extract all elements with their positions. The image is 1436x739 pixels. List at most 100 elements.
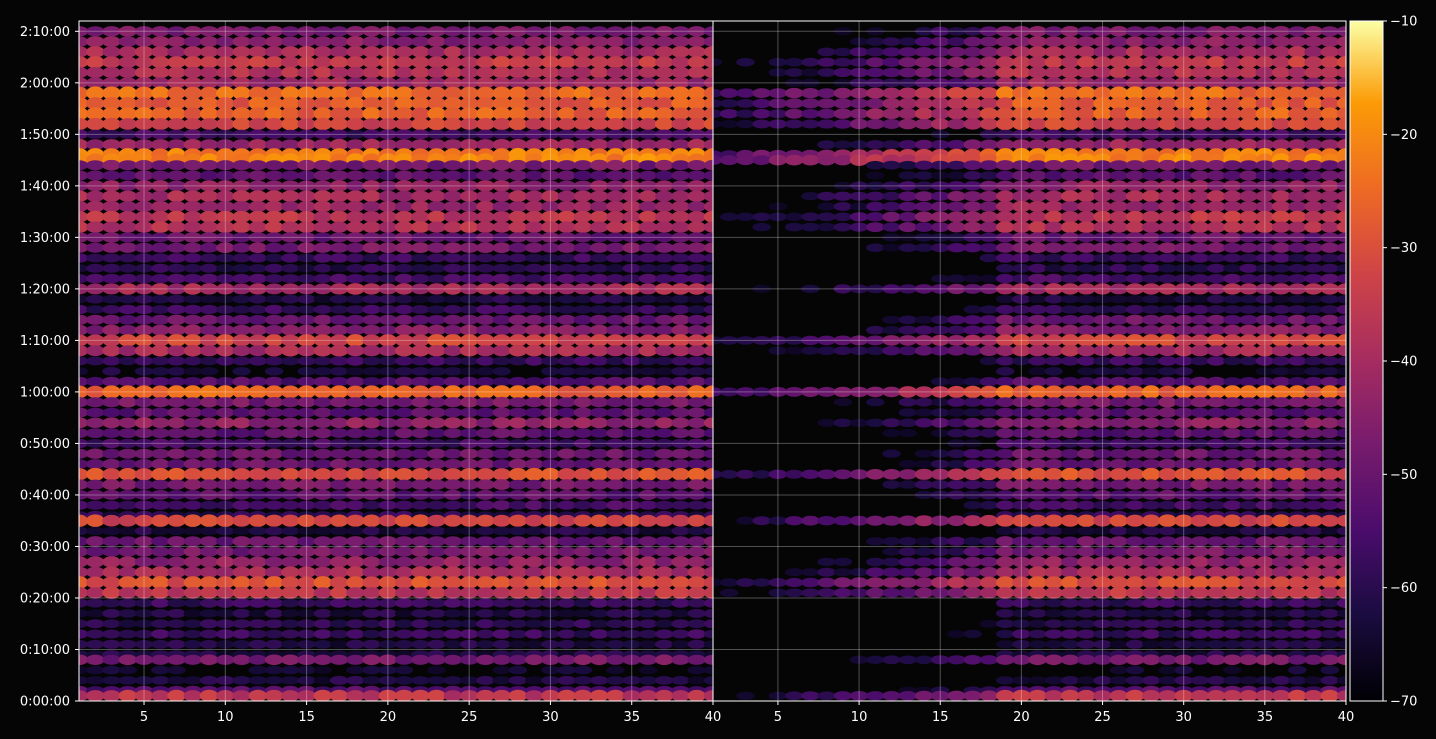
heatmap-cell-left — [86, 67, 105, 78]
heatmap-cell-left — [79, 397, 89, 408]
heatmap-cell-right — [866, 386, 885, 398]
heatmap-cell-left — [638, 56, 658, 69]
heatmap-cell-right — [1174, 566, 1193, 578]
heatmap-cell-left — [655, 129, 674, 140]
heatmap-cell-right — [1288, 221, 1307, 233]
heatmap-cell-left — [79, 417, 89, 429]
heatmap-cell-left — [638, 448, 658, 459]
heatmap-cell-right — [963, 211, 982, 223]
heatmap-cell-right — [736, 155, 755, 166]
heatmap-cell-left — [362, 160, 381, 171]
heatmap-cell-right — [1223, 690, 1242, 701]
heatmap-cell-right — [1239, 629, 1258, 639]
heatmap-cell-left — [134, 689, 154, 701]
heatmap-cell-left — [151, 598, 170, 608]
heatmap-cell-right — [1320, 468, 1340, 481]
heatmap-cell-right — [931, 408, 950, 417]
heatmap-cell-left — [541, 305, 560, 314]
heatmap-cell-left — [557, 26, 576, 37]
heatmap-cell-left — [443, 129, 463, 139]
heatmap-cell-left — [638, 315, 658, 325]
heatmap-cell-left — [79, 376, 89, 387]
right-gridlines — [713, 21, 1346, 701]
heatmap-cell-right — [1077, 242, 1096, 253]
heatmap-cell-left — [167, 676, 186, 685]
heatmap-cell-right — [931, 47, 950, 57]
heatmap-cell-right — [996, 263, 1015, 273]
heatmap-cell-right — [1207, 459, 1226, 469]
heatmap-cell-left — [232, 367, 251, 376]
heatmap-cell-right — [1223, 428, 1242, 439]
heatmap-cell-right — [1304, 201, 1323, 212]
heatmap-cell-left — [590, 407, 609, 418]
heatmap-cell-right — [882, 691, 901, 701]
heatmap-cell-right — [996, 407, 1015, 418]
heatmap-cell-right — [1109, 458, 1129, 470]
heatmap-cell-left — [313, 334, 332, 347]
heatmap-cell-right — [1223, 324, 1242, 336]
heatmap-cell-right — [1158, 170, 1177, 181]
heatmap-cell-left — [557, 675, 576, 685]
heatmap-cell-left — [167, 608, 186, 618]
heatmap-cell-right — [1255, 609, 1275, 618]
heatmap-cell-left — [86, 536, 105, 547]
heatmap-cell-right — [1320, 640, 1340, 649]
heatmap-cell-right — [1174, 180, 1193, 192]
heatmap-cell-left — [492, 66, 511, 79]
heatmap-cell-left — [232, 479, 251, 490]
heatmap-cell-right — [849, 67, 869, 78]
heatmap-cell-right — [979, 160, 999, 171]
heatmap-cell-left — [264, 200, 284, 213]
heatmap-cell-left — [346, 334, 365, 347]
heatmap-cell-right — [914, 655, 934, 665]
heatmap-cell-left — [606, 367, 625, 376]
heatmap-cell-left — [86, 629, 105, 639]
heatmap-cell-left — [134, 609, 154, 618]
heatmap-cell-left — [183, 556, 202, 568]
heatmap-cell-right — [882, 87, 901, 99]
heatmap-cell-left — [525, 97, 544, 110]
heatmap-cell-left — [411, 356, 430, 366]
heatmap-cell-left — [557, 107, 576, 121]
heatmap-cell-right — [947, 171, 966, 180]
heatmap-cell-right — [996, 139, 1015, 150]
heatmap-cell-left — [79, 26, 89, 37]
heatmap-cell-right — [1255, 690, 1274, 701]
heatmap-cell-right — [1158, 367, 1177, 376]
heatmap-cell-left — [297, 26, 316, 37]
heatmap-cell-left — [362, 345, 381, 357]
heatmap-cell-left — [573, 295, 593, 304]
heatmap-cell-left — [248, 407, 267, 418]
heatmap-cell-left — [297, 36, 316, 47]
heatmap-cell-left — [183, 304, 202, 315]
heatmap-cell-left — [687, 629, 706, 639]
heatmap-cell-left — [541, 314, 560, 325]
heatmap-cell-left — [79, 459, 89, 469]
heatmap-cell-left — [703, 86, 713, 100]
heatmap-cell-right — [1174, 640, 1193, 649]
heatmap-cell-left — [102, 344, 121, 357]
heatmap-cell-right — [947, 480, 966, 490]
heatmap-cell-left — [655, 536, 674, 547]
heatmap-cell-left — [687, 376, 706, 387]
heatmap-cell-left — [248, 129, 267, 139]
heatmap-cell-left — [703, 274, 713, 284]
heatmap-cell-right — [1239, 417, 1258, 429]
heatmap-cell-left — [541, 170, 560, 181]
heatmap-cell-left — [655, 139, 674, 151]
heatmap-cell-right — [1060, 546, 1080, 557]
heatmap-cell-left — [443, 407, 463, 418]
heatmap-cell-left — [557, 448, 576, 459]
heatmap-cell-left — [687, 36, 706, 47]
heatmap-cell-right — [1207, 314, 1226, 325]
heatmap-cell-left — [248, 385, 267, 399]
heatmap-cell-left — [346, 160, 365, 171]
heatmap-cell-left — [508, 576, 528, 589]
heatmap-cell-right — [1288, 566, 1307, 578]
heatmap-cell-left — [281, 86, 300, 100]
heatmap-cell-left — [525, 417, 544, 429]
heatmap-cell-left — [199, 479, 219, 490]
heatmap-cell-left — [216, 118, 235, 130]
heatmap-cell-left — [427, 490, 446, 500]
heatmap-cell-left — [79, 221, 89, 233]
